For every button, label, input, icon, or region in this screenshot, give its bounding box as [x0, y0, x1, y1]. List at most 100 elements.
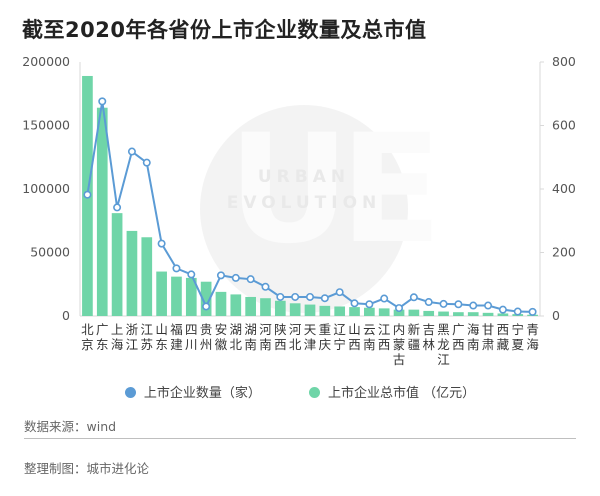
line-point-四川 — [187, 270, 196, 279]
legend-label-count: 上市企业数量（家） — [143, 386, 261, 401]
x-tick-label-湖南: 湖南 — [244, 322, 257, 352]
x-tick-label-山西: 山西 — [348, 322, 361, 352]
x-tick-label-广西: 广西 — [452, 322, 465, 352]
watermark-letters: UE — [228, 103, 442, 277]
line-point-甘肃 — [484, 301, 493, 310]
bar-河南 — [260, 298, 271, 316]
x-tick-label-安徽: 安徽 — [215, 322, 228, 352]
bar-新疆 — [408, 309, 420, 316]
bar-吉林 — [423, 310, 435, 316]
x-tick-label-广东: 广东 — [96, 322, 109, 352]
right-axis-tick-label: 800 — [552, 54, 576, 69]
right-axis-tick-label: 600 — [552, 118, 576, 133]
line-point-河南 — [261, 282, 270, 291]
x-tick-label-浙江: 浙江 — [126, 322, 139, 352]
bar-贵州 — [200, 281, 212, 316]
bar-湖北 — [230, 294, 242, 316]
left-axis-tick-label: 200000 — [22, 54, 70, 69]
x-tick-label-北京: 北京 — [81, 322, 94, 352]
bar-西藏 — [497, 313, 509, 316]
line-point-黑龙江 — [439, 299, 448, 308]
bar-江西 — [378, 308, 390, 316]
x-tick-label-宁夏: 宁夏 — [511, 322, 524, 352]
bar-山西 — [349, 307, 360, 316]
data-source: 数据来源：wind — [24, 419, 117, 434]
x-tick-label-河南: 河南 — [259, 322, 272, 352]
line-point-辽宁 — [335, 288, 344, 297]
bar-浙江 — [126, 230, 138, 316]
line-point-内蒙古 — [395, 304, 404, 313]
line-point-云南 — [365, 300, 374, 309]
bar-上海 — [111, 213, 123, 316]
line-point-贵州 — [202, 302, 211, 311]
bar-广西 — [453, 312, 464, 316]
line-point-吉林 — [424, 298, 433, 307]
legend-marker-count — [124, 387, 136, 398]
x-tick-label-福建: 福建 — [170, 322, 183, 352]
line-point-海南 — [469, 301, 478, 310]
bar-海南 — [467, 312, 479, 316]
line-point-福建 — [172, 264, 181, 273]
line-point-山东 — [157, 239, 166, 248]
bar-安徽 — [215, 291, 227, 316]
bar-广东 — [96, 107, 108, 316]
bar-云南 — [364, 307, 375, 316]
line-point-西藏 — [498, 305, 507, 314]
legend-item-count: 上市企业数量（家） — [124, 382, 261, 401]
line-point-陕西 — [276, 292, 285, 301]
bar-福建 — [171, 276, 182, 316]
left-axis-tick-label: 50000 — [30, 245, 70, 260]
x-tick-label-云南: 云南 — [363, 322, 376, 352]
line-point-广西 — [454, 300, 463, 309]
bar-甘肃 — [482, 312, 494, 316]
line-point-宁夏 — [513, 307, 522, 316]
legend-label-value: 上市企业总市值 （亿元） — [328, 386, 476, 401]
bar-内蒙古 — [393, 309, 405, 316]
line-point-江西 — [380, 294, 389, 303]
chart-area: 0500001000001500002000000200400600800北京广… — [22, 54, 576, 367]
x-tick-label-天津: 天津 — [304, 322, 317, 352]
x-tick-label-黑龙江: 黑龙江 — [437, 322, 450, 367]
chart-title: 截至2020年各省份上市企业数量及总市值 — [22, 18, 427, 42]
legend-marker-value — [309, 387, 320, 398]
x-tick-label-内蒙古: 内蒙古 — [393, 322, 406, 367]
line-point-天津 — [305, 292, 314, 301]
x-tick-label-河北: 河北 — [289, 322, 302, 352]
bar-四川 — [185, 277, 197, 316]
credit-line: 整理制图：城市进化论 — [24, 461, 150, 476]
bar-湖南 — [245, 296, 256, 316]
x-tick-label-上海: 上海 — [111, 322, 124, 352]
watermark-line1: URBAN — [257, 167, 351, 187]
line-point-湖南 — [246, 275, 255, 284]
line-point-江苏 — [142, 158, 151, 167]
count-series-line — [86, 101, 533, 313]
line-point-广东 — [98, 97, 107, 106]
x-tick-label-新疆: 新疆 — [408, 322, 421, 352]
x-tick-label-四川: 四川 — [185, 322, 198, 352]
divider — [24, 438, 576, 439]
line-point-重庆 — [320, 294, 329, 303]
line-point-湖北 — [231, 273, 240, 282]
legend-item-value: 上市企业总市值 （亿元） — [309, 382, 475, 401]
bar-辽宁 — [334, 306, 346, 316]
right-axis-tick-label: 400 — [552, 181, 576, 196]
bar-陕西 — [274, 300, 286, 316]
line-point-新疆 — [409, 293, 418, 302]
x-tick-label-甘肃: 甘肃 — [482, 322, 495, 352]
right-axis-tick-label: 0 — [552, 308, 560, 323]
x-tick-label-贵州: 贵州 — [200, 322, 213, 352]
x-tick-label-山东: 山东 — [155, 322, 168, 352]
legend: 上市企业数量（家） 上市企业总市值 （亿元） — [0, 382, 600, 401]
bar-江苏 — [141, 237, 153, 316]
bar-天津 — [304, 304, 316, 316]
x-tick-label-江苏: 江苏 — [141, 322, 154, 352]
left-axis-tick-label: 0 — [62, 308, 70, 323]
x-tick-label-辽宁: 辽宁 — [333, 322, 346, 352]
x-tick-label-青海: 青海 — [526, 322, 539, 352]
line-point-上海 — [113, 203, 122, 212]
x-tick-label-湖北: 湖北 — [230, 322, 243, 352]
x-tick-label-西藏: 西藏 — [497, 322, 510, 352]
x-tick-label-吉林: 吉林 — [422, 322, 435, 352]
x-tick-label-江西: 江西 — [378, 322, 391, 352]
x-tick-label-海南: 海南 — [467, 322, 480, 352]
